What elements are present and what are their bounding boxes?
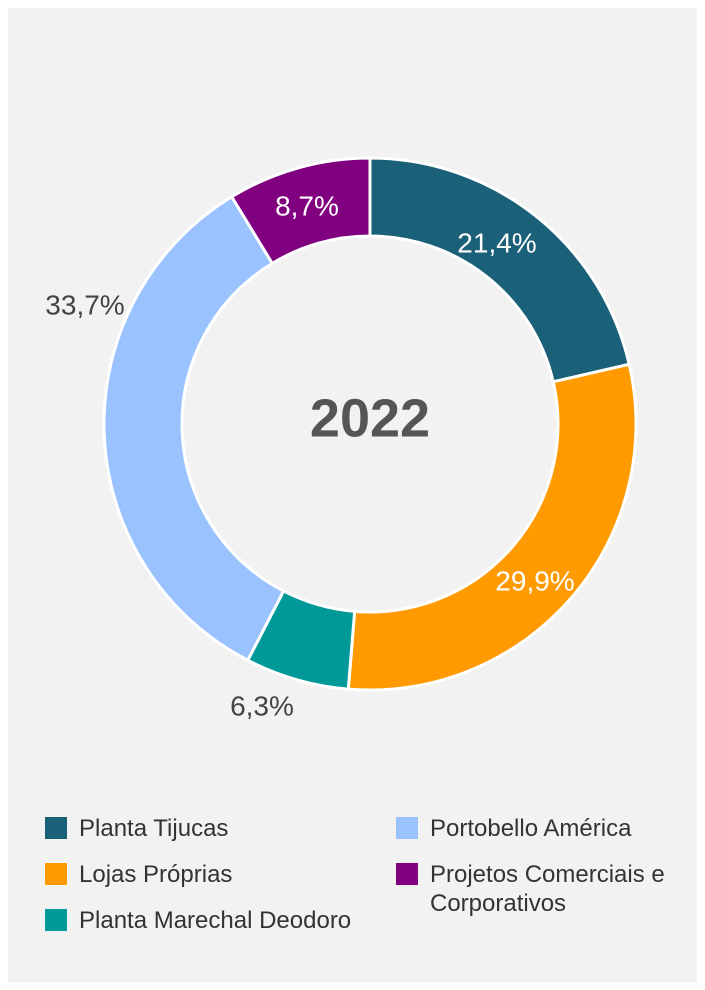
legend-swatch xyxy=(396,817,418,839)
legend-swatch xyxy=(45,817,67,839)
legend-item: Planta Tijucas xyxy=(45,814,399,843)
data-label: 29,9% xyxy=(495,565,574,596)
legend-label: Projetos Comerciais e Corporativos xyxy=(430,861,665,917)
data-label: 33,7% xyxy=(45,289,124,320)
legend-swatch xyxy=(45,909,67,931)
legend-label: Portobello América xyxy=(430,815,632,842)
legend-item: Projetos Comerciais e Corporativos xyxy=(396,860,680,918)
donut-slice xyxy=(368,156,632,384)
legend-item: Planta Marechal Deodoro xyxy=(45,906,399,935)
legend-swatch xyxy=(396,863,418,885)
legend-swatch xyxy=(45,863,67,885)
legend-item: Portobello América xyxy=(396,814,680,843)
donut-slice xyxy=(346,362,638,692)
legend-label: Planta Tijucas xyxy=(79,815,229,842)
data-label: 6,3% xyxy=(230,690,294,721)
donut-slice xyxy=(229,156,372,266)
legend-label: Lojas Próprias xyxy=(79,861,233,888)
data-label: 8,7% xyxy=(275,190,339,221)
center-label: 2022 xyxy=(310,388,430,448)
legend-item: Lojas Próprias xyxy=(45,860,399,889)
donut-slice xyxy=(102,194,286,663)
data-label: 21,4% xyxy=(457,227,536,258)
legend-label: Planta Marechal Deodoro xyxy=(79,907,352,934)
